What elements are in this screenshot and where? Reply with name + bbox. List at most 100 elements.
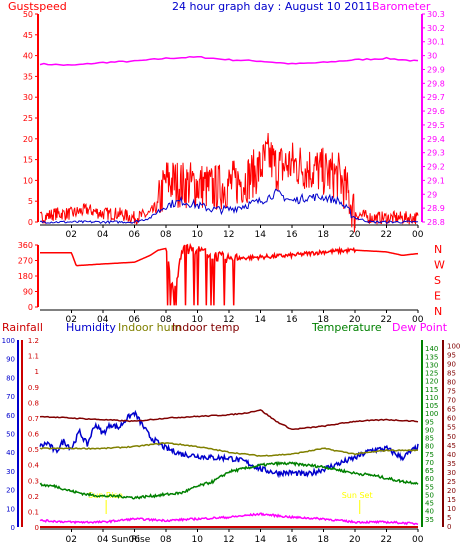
panel2-x-axis-tick-label: 08 bbox=[160, 315, 172, 325]
temperature-f-axis-tick-label: 55 bbox=[425, 483, 434, 491]
humidity-axis-tick-label: 70 bbox=[6, 393, 15, 401]
left-axis-tick-label: 10 bbox=[23, 176, 33, 185]
annotation-label: Sun Rise bbox=[88, 491, 123, 500]
right-axis-tick-label: 29.1 bbox=[427, 176, 445, 185]
temperature-c-axis-tick-label: 75 bbox=[447, 388, 456, 396]
compass-label: N bbox=[434, 243, 442, 256]
temperature-c-axis-tick-label: 45 bbox=[447, 442, 456, 450]
left-axis-tick-label: 50 bbox=[23, 10, 33, 19]
temperature-c-axis-tick-label: 15 bbox=[447, 496, 456, 504]
series-line-temperature bbox=[39, 460, 419, 500]
temperature-f-axis-tick-label: 120 bbox=[425, 378, 438, 386]
series-line-indoor-hum bbox=[39, 442, 419, 457]
temperature-c-axis-tick-label: 40 bbox=[447, 451, 456, 459]
temperature-c-axis-tick-label: 55 bbox=[447, 424, 456, 432]
humidity-axis-tick-label: 60 bbox=[6, 412, 15, 420]
compass-label: S bbox=[434, 274, 441, 287]
panel2-x-axis-tick-label: 12 bbox=[223, 315, 234, 325]
rain-axis-tick-label: 0.6 bbox=[28, 431, 40, 439]
direction-axis-tick-label: 90 bbox=[23, 288, 33, 297]
rain-axis-tick-label: 0.7 bbox=[28, 415, 39, 423]
left-axis-tick-label: 30 bbox=[23, 93, 33, 102]
rain-axis-tick-label: 0.4 bbox=[28, 462, 40, 470]
panel2-x-axis-tick-label: 00 bbox=[412, 315, 424, 325]
direction-axis-tick-label: 270 bbox=[18, 257, 33, 266]
left-axis-tick-label: 35 bbox=[23, 72, 33, 81]
legend-label: Rainfall bbox=[2, 321, 43, 334]
panel1-x-axis-tick-label: 22 bbox=[381, 230, 392, 240]
legend-label: Humidity bbox=[66, 321, 116, 334]
panel2-x-axis-tick-label: 06 bbox=[129, 315, 141, 325]
humidity-axis-tick-label: 0 bbox=[11, 524, 15, 532]
humidity-axis-tick-label: 100 bbox=[2, 337, 15, 345]
panel2-x-axis-tick-label: 04 bbox=[97, 315, 109, 325]
temperature-f-axis-tick-label: 75 bbox=[425, 451, 434, 459]
panel3-x-tick-label: 08 bbox=[160, 535, 172, 545]
panel1-x-axis-tick-label: 14 bbox=[255, 230, 267, 240]
right-axis-tick-label: 29.9 bbox=[427, 65, 445, 74]
temperature-c-axis-tick-label: 90 bbox=[447, 360, 456, 368]
temperature-c-axis-tick-label: 60 bbox=[447, 415, 456, 423]
temperature-f-axis-tick-label: 115 bbox=[425, 386, 438, 394]
right-axis-tick-label: 30 bbox=[427, 52, 437, 61]
rain-axis-tick-label: 1.2 bbox=[28, 337, 39, 345]
annotation-label: Sun Set bbox=[342, 491, 373, 500]
humidity-axis-tick-label: 10 bbox=[6, 505, 15, 513]
humidity-axis-tick-label: 90 bbox=[6, 356, 15, 364]
direction-axis-tick-label: 0 bbox=[28, 303, 33, 312]
temperature-c-axis-tick-label: 65 bbox=[447, 406, 456, 414]
panel3-x-tick-label: 16 bbox=[286, 535, 298, 545]
right-axis-title: Barometer bbox=[372, 0, 431, 13]
legend-label: Dew Point bbox=[392, 321, 448, 334]
legend-label: Temperature bbox=[311, 321, 382, 334]
temperature-c-axis-tick-label: 5 bbox=[447, 514, 451, 522]
rain-axis-tick-label: 0.2 bbox=[28, 493, 39, 501]
temperature-c-axis-tick-label: 10 bbox=[447, 505, 456, 513]
rain-axis-tick-label: 0.3 bbox=[28, 477, 39, 485]
panel3-x-tick-label: 10 bbox=[192, 535, 204, 545]
left-axis-tick-label: 15 bbox=[23, 156, 33, 165]
right-axis-tick-label: 29.7 bbox=[427, 93, 445, 102]
left-axis-tick-label: 20 bbox=[23, 135, 33, 144]
temperature-f-axis-tick-label: 40 bbox=[425, 508, 434, 516]
rain-axis-tick-label: 1 bbox=[35, 368, 39, 376]
right-axis-tick-label: 29.6 bbox=[427, 107, 445, 116]
rain-axis-tick-label: 0.5 bbox=[28, 446, 39, 454]
direction-axis-tick-label: 180 bbox=[18, 272, 33, 281]
left-axis-tick-label: 5 bbox=[28, 197, 33, 206]
panel2-x-axis-tick-label: 14 bbox=[255, 315, 267, 325]
legend-label: Indoor hum bbox=[118, 321, 181, 334]
left-axis-tick-label: 40 bbox=[23, 52, 33, 61]
panel3-x-tick-label: 22 bbox=[381, 535, 392, 545]
rain-axis-tick-label: 1.1 bbox=[28, 353, 39, 361]
panel1-x-axis-tick-label: 12 bbox=[223, 230, 234, 240]
temperature-f-axis-tick-label: 70 bbox=[425, 459, 434, 467]
temperature-f-axis-tick-label: 110 bbox=[425, 394, 438, 402]
series-line-windspeed bbox=[39, 188, 419, 225]
left-axis-tick-label: 45 bbox=[23, 31, 33, 40]
panel2-x-axis-tick-label: 16 bbox=[286, 315, 298, 325]
compass-label: W bbox=[434, 259, 445, 272]
panel1-x-axis-tick-label: 00 bbox=[412, 230, 424, 240]
panel1-x-axis-tick-label: 10 bbox=[192, 230, 204, 240]
temperature-c-axis-tick-label: 50 bbox=[447, 433, 456, 441]
panel1-x-axis-tick-label: 18 bbox=[318, 230, 330, 240]
temperature-f-axis-tick-label: 105 bbox=[425, 402, 438, 410]
temperature-c-axis-tick-label: 30 bbox=[447, 469, 456, 477]
right-axis-tick-label: 28.9 bbox=[427, 204, 445, 213]
direction-axis-tick-label: 360 bbox=[18, 241, 33, 250]
left-axis-tick-label: 25 bbox=[23, 114, 33, 123]
panel3-x-tick-label: 20 bbox=[349, 535, 361, 545]
panel3-x-tick-label: 06 bbox=[129, 535, 141, 545]
legend-label: Indoor temp bbox=[172, 321, 239, 334]
panel-wind-barometer: Gustspeed 24 hour graph day : August 10 2… bbox=[8, 0, 445, 240]
panel3-x-tick-label: 02 bbox=[66, 535, 77, 545]
panel2-x-axis-tick-label: 22 bbox=[381, 315, 392, 325]
temperature-f-axis-tick-label: 100 bbox=[425, 410, 438, 418]
right-axis-tick-label: 30.1 bbox=[427, 38, 445, 47]
temperature-c-axis-tick-label: 0 bbox=[447, 523, 451, 531]
humidity-axis-tick-label: 40 bbox=[6, 449, 15, 457]
left-axis-title: Gustspeed bbox=[8, 0, 67, 13]
